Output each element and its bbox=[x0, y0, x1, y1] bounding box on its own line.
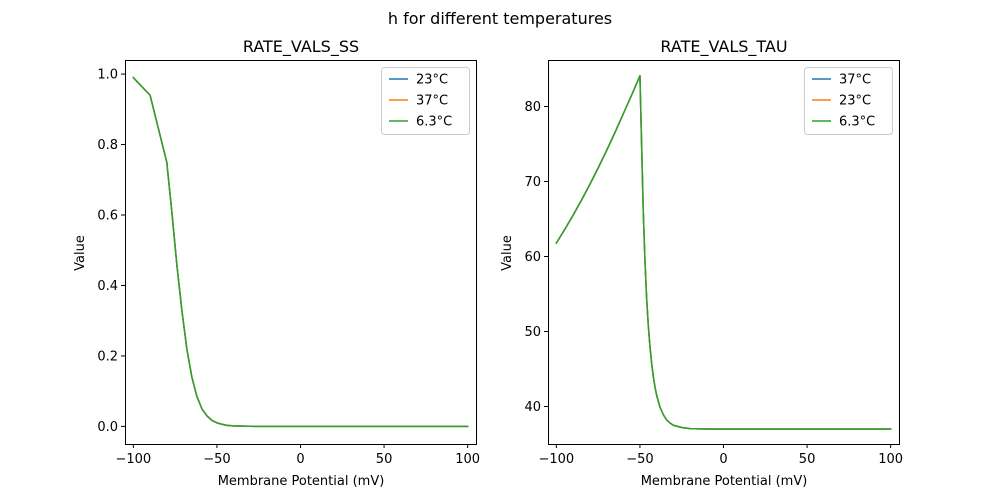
plot-rate-vals-ss: RATE_VALS_SS −100 −50 0 50 100 0.00.20.40.60… bbox=[73, 37, 480, 489]
x-axis-ticks: −100 −50 0 50 100 bbox=[538, 444, 903, 467]
y-tick-label: 40 bbox=[524, 400, 541, 415]
x-axis-label: Membrane Potential (mV) bbox=[641, 474, 808, 489]
x-tick-label: −50 bbox=[626, 452, 653, 467]
figure-suptitle: h for different temperatures bbox=[388, 9, 612, 28]
series-lines bbox=[132, 76, 469, 428]
plot-title: RATE_VALS_SS bbox=[243, 37, 359, 57]
x-tick-label: 50 bbox=[376, 452, 393, 467]
x-axis-ticks: −100 −50 0 50 100 bbox=[115, 444, 480, 467]
y-tick-label: 1.0 bbox=[97, 68, 118, 83]
y-axis-ticks: 40 50 60 70 80 bbox=[524, 100, 548, 415]
legend-label-23-c: 23°C bbox=[416, 73, 448, 88]
x-tick-label: 100 bbox=[878, 452, 903, 467]
legend-label-37-c: 37°C bbox=[839, 73, 871, 88]
legend-box bbox=[381, 67, 470, 135]
y-tick-label: 0.8 bbox=[97, 138, 118, 153]
y-tick-label: 0.2 bbox=[97, 349, 118, 364]
x-tick-label: −100 bbox=[538, 452, 574, 467]
legend-label-6-3-c: 6.3°C bbox=[839, 115, 875, 130]
x-tick-label: 0 bbox=[296, 452, 304, 467]
y-tick-label: 0.4 bbox=[97, 279, 118, 294]
y-axis-label: Value bbox=[500, 235, 515, 271]
y-tick-label: 50 bbox=[524, 325, 541, 340]
series-line-6-3-c bbox=[132, 76, 469, 428]
legend-label-23-c: 23°C bbox=[839, 94, 871, 109]
legend-label-37-c: 37°C bbox=[416, 94, 448, 109]
legend: 23°C 37°C 6.3°C bbox=[381, 67, 470, 135]
y-tick-label: 70 bbox=[524, 175, 541, 190]
x-tick-label: −50 bbox=[203, 452, 230, 467]
plot-title: RATE_VALS_TAU bbox=[660, 37, 787, 57]
x-tick-label: 100 bbox=[455, 452, 480, 467]
series-line-6-3-c bbox=[555, 75, 892, 430]
y-tick-label: 60 bbox=[524, 250, 541, 265]
y-tick-label: 80 bbox=[524, 100, 541, 115]
plot-rate-vals-tau: RATE_VALS_TAU −100 −50 0 50 100 40 50 60 70 80 M… bbox=[500, 37, 903, 489]
x-tick-label: −100 bbox=[115, 452, 151, 467]
y-tick-label: 0.0 bbox=[97, 420, 118, 435]
legend-label-6-3-c: 6.3°C bbox=[416, 115, 452, 130]
y-axis-ticks: 0.0 0.2 0.4 0.6 0.8 1.0 bbox=[97, 68, 125, 435]
y-tick-label: 0.6 bbox=[97, 209, 118, 224]
x-tick-label: 50 bbox=[799, 452, 816, 467]
series-lines bbox=[555, 75, 892, 430]
legend-box bbox=[804, 67, 893, 135]
x-tick-label: 0 bbox=[719, 452, 727, 467]
x-axis-label: Membrane Potential (mV) bbox=[218, 474, 385, 489]
y-axis-label: Value bbox=[73, 235, 88, 271]
legend: 37°C 23°C 6.3°C bbox=[804, 67, 893, 135]
